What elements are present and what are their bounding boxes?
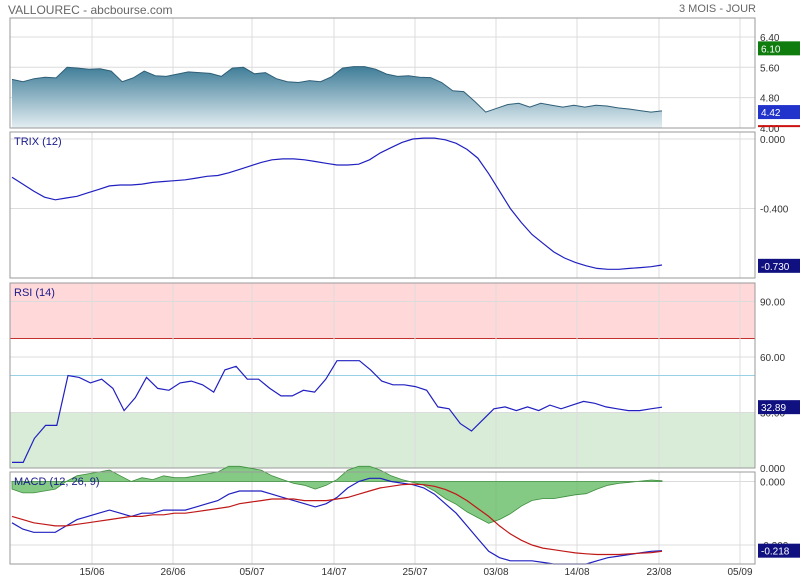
x-tick-label: 25/07 <box>402 567 427 578</box>
value-badge-text: 32.89 <box>761 403 786 414</box>
price-area <box>12 66 662 128</box>
value-badge <box>758 400 800 415</box>
x-tick-label: 05/07 <box>239 567 264 578</box>
y-tick-label: 6.40 <box>760 33 780 44</box>
macd-series-signal <box>11 483 663 556</box>
value-badge <box>758 543 800 558</box>
y-tick-label: 0.000 <box>760 135 785 146</box>
panel-label: TRIX (12) <box>14 136 62 148</box>
rsi-zone <box>10 283 755 339</box>
y-tick-label: 4.00 <box>760 124 780 135</box>
panel-frame <box>9 471 756 565</box>
chart-title: VALLOUREC - abcbourse.com <box>8 3 173 17</box>
panel-label: MACD (12, 26, 9) <box>14 476 100 488</box>
y-tick-label: 4.80 <box>760 94 780 105</box>
trix-line <box>11 137 663 270</box>
x-tick-label: 26/06 <box>160 567 185 578</box>
y-tick-label: 5.60 <box>760 63 780 74</box>
x-tick-label: 03/08 <box>483 567 508 578</box>
y-tick-label: 0.000 <box>760 464 785 475</box>
y-tick-label: 90.00 <box>760 298 785 309</box>
rsi-zone <box>10 412 755 468</box>
value-badge <box>758 105 800 120</box>
panel-trix: 0.000 -0.400 TRIX (12) -0.730 <box>9 131 800 279</box>
panel-price: 6.40 5.60 4.80 4.00 6.10 4.42 <box>9 17 800 135</box>
price-line <box>11 66 663 113</box>
panel-frame <box>9 282 756 469</box>
y-tick-label: 0.000 <box>760 478 785 489</box>
panel-frame <box>9 131 756 279</box>
x-tick-label: 14/08 <box>564 567 589 578</box>
value-badge-text: 6.10 <box>761 44 781 55</box>
x-tick-label: 15/06 <box>79 567 104 578</box>
panel-macd: 0.000-0.200MACD (12, 26, 9)-0.218 <box>9 465 800 565</box>
value-badge <box>758 41 800 56</box>
period-label: 3 MOIS - JOUR <box>678 3 756 15</box>
macd-histogram <box>11 465 663 524</box>
panel-label: RSI (14) <box>14 287 55 299</box>
rsi-line <box>12 360 663 463</box>
y-tick-label: -0.400 <box>760 204 789 215</box>
value-badge-text: 4.42 <box>761 108 781 119</box>
value-badge-text: -0.218 <box>761 547 790 558</box>
x-tick-label: 14/07 <box>321 567 346 578</box>
value-badge-text: -0.730 <box>761 262 790 273</box>
x-tick-label: 05/09 <box>727 567 752 578</box>
x-tick-label: 23/08 <box>646 567 671 578</box>
panel-frame <box>9 17 756 129</box>
value-badge <box>758 258 800 273</box>
y-tick-label: 60.00 <box>760 353 785 364</box>
